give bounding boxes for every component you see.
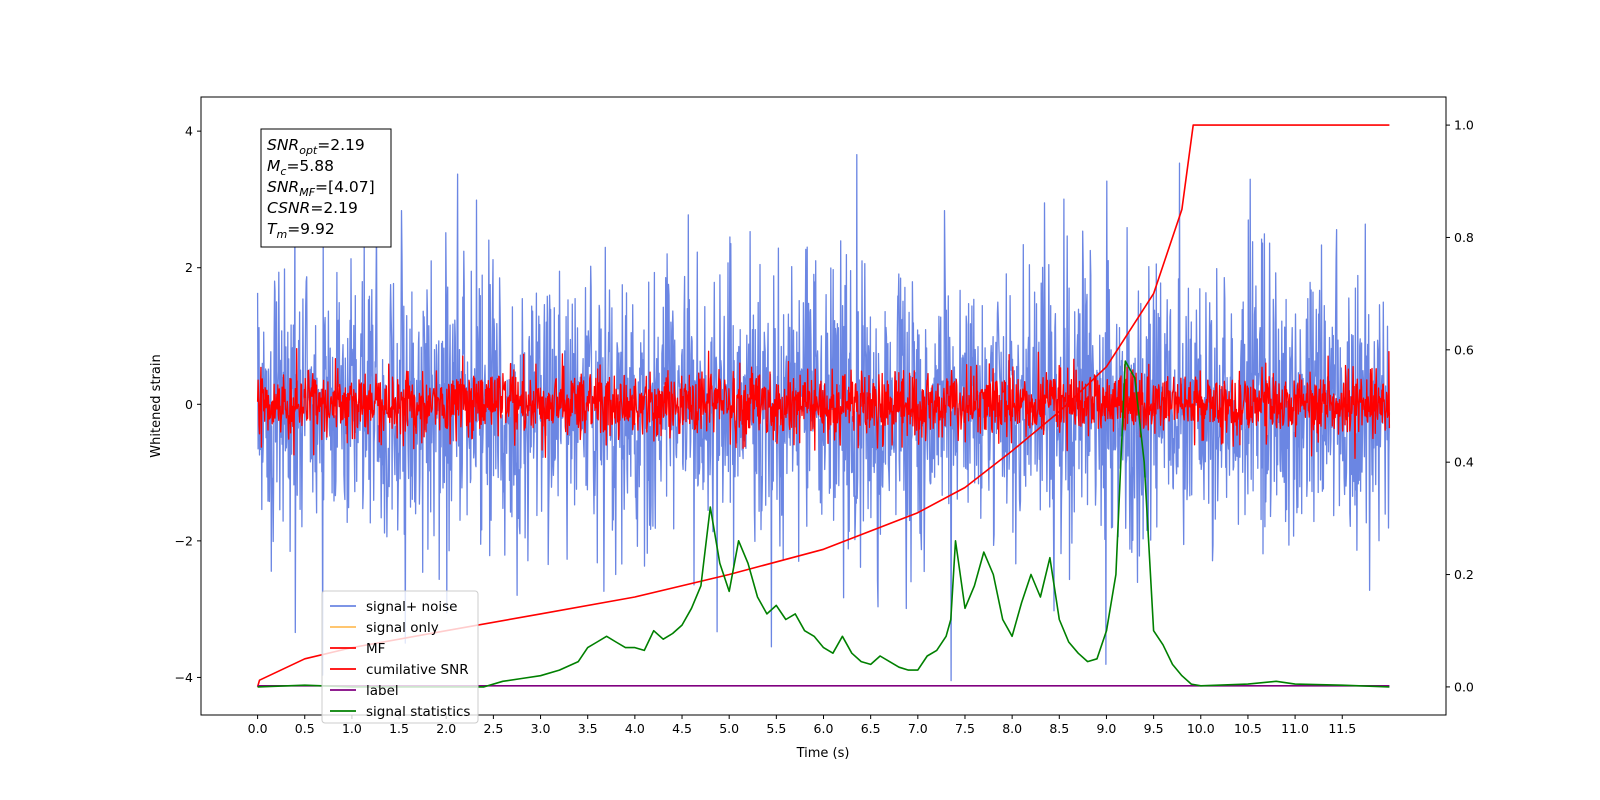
x-tick-label: 9.0	[1097, 721, 1117, 736]
y2-tick-label: 0.8	[1454, 230, 1474, 245]
annotation-line: SNRMF=[4.07]	[267, 178, 375, 199]
x-tick-label: 4.0	[625, 721, 645, 736]
annotation-line: SNRopt=2.19	[267, 136, 365, 157]
x-tick-label: 0.0	[248, 721, 268, 736]
x-tick-label: 0.5	[295, 721, 315, 736]
y-tick-label: 0	[185, 397, 193, 412]
x-tick-label: 7.0	[908, 721, 928, 736]
y-tick-label: 2	[185, 260, 193, 275]
y2-tick-label: 1.0	[1454, 118, 1474, 133]
x-axis-label: Time (s)	[796, 746, 850, 761]
legend-label-mf: MF	[366, 641, 385, 657]
legend-label-cumilative-snr: cumilative SNR	[366, 662, 469, 678]
y2-tick-label: 0.0	[1454, 679, 1474, 694]
x-tick-label: 4.5	[672, 721, 692, 736]
x-tick-label: 10.0	[1187, 721, 1215, 736]
x-tick-label: 6.0	[814, 721, 834, 736]
y2-tick-label: 0.2	[1454, 567, 1474, 582]
annotation-line: CSNR=2.19	[267, 199, 358, 217]
series-line-signal-statistics	[257, 360, 1390, 688]
legend: signal+ noise signal only MF cumilative SNR…	[321, 590, 479, 724]
x-tick-label: 1.5	[389, 721, 409, 736]
annotation-line: Mc=5.88	[267, 157, 334, 178]
x-axis: 0.0 0.5 1.0 1.5 2.0 2.5 3.0 3.5 4.0 4.5 5.0 5.5 6.0 6…	[248, 715, 1356, 736]
y2-tick-label: 0.6	[1454, 342, 1474, 357]
x-tick-label: 10.5	[1234, 721, 1262, 736]
x-tick-label: 3.0	[531, 721, 551, 736]
y-tick-label: −4	[175, 670, 193, 685]
x-tick-label: 6.5	[861, 721, 881, 736]
y-tick-label: −2	[175, 533, 193, 548]
x-tick-label: 2.5	[483, 721, 503, 736]
legend-label-signal-only: signal only	[366, 620, 439, 636]
x-tick-label: 1.0	[342, 721, 362, 736]
y-tick-label: 4	[185, 124, 193, 139]
legend-label-signal-noise: signal+ noise	[366, 599, 457, 615]
legend-label-signal-statistics: signal statistics	[366, 704, 470, 720]
x-tick-label: 2.0	[436, 721, 456, 736]
annotation-line: Tm=9.92	[267, 220, 335, 241]
series-line-mf	[256, 347, 1391, 460]
x-tick-label: 3.5	[578, 721, 598, 736]
x-tick-label: 5.0	[719, 721, 739, 736]
x-tick-label: 8.5	[1049, 721, 1069, 736]
x-tick-label: 8.0	[1002, 721, 1022, 736]
x-tick-label: 9.5	[1144, 721, 1164, 736]
y2-tick-label: 0.4	[1454, 455, 1474, 470]
x-tick-label: 7.5	[955, 721, 975, 736]
legend-label-label: label	[366, 683, 399, 699]
y-axis-right: 1.0 0.8 0.6 0.4 0.2 0.0	[1446, 118, 1474, 694]
x-tick-label: 5.5	[766, 721, 786, 736]
y-axis-left: 4 2 0 −2 −4	[175, 124, 201, 685]
y-axis-label: Whitened strain	[149, 354, 164, 457]
x-tick-label: 11.0	[1281, 721, 1309, 736]
x-tick-label: 11.5	[1328, 721, 1356, 736]
